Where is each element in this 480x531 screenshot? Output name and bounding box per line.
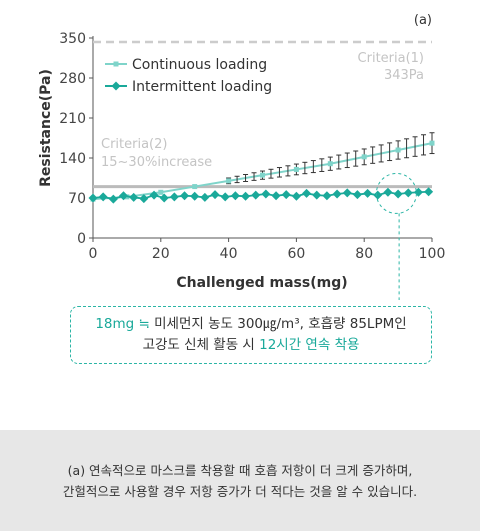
intermittent-point (291, 191, 301, 201)
y-tick-label: 350 (59, 31, 86, 47)
x-axis-title: Challenged mass(mg) (176, 275, 347, 291)
intermittent-point (302, 188, 312, 198)
caption-footer: (a) 연속적으로 마스크를 착용할 때 호흡 저항이 더 크게 증가하며, 간… (0, 430, 480, 531)
intermittent-point (210, 190, 220, 200)
callout-text-2: 고강도 신체 활동 시 (142, 337, 260, 353)
intermittent-point (230, 191, 240, 201)
intermittent-point (159, 193, 169, 203)
callout-box: 18mg ≒ 미세먼지 농도 300㎍/m³, 호흡량 85LPM인 고강도 신… (70, 306, 432, 364)
intermittent-point (363, 188, 373, 198)
caption-line-2: 간헐적으로 사용할 경우 저항 증가가 더 적다는 것을 알 수 있습니다. (62, 483, 418, 499)
legend-continuous-label: Continuous loading (132, 57, 267, 73)
criteria-1-value: 343Pa (384, 68, 424, 83)
y-tick-label: 0 (77, 231, 86, 247)
intermittent-point (108, 194, 118, 204)
callout-line-1: 18mg ≒ 미세먼지 농도 300㎍/m³, 호흡량 85LPM인 (95, 314, 406, 335)
y-tick-label: 280 (59, 71, 86, 87)
intermittent-point (403, 188, 413, 198)
data-marks (88, 132, 435, 300)
x-tick-label: 0 (89, 246, 98, 262)
criteria-2-value: 15~30%increase (101, 155, 212, 170)
intermittent-point (342, 188, 352, 198)
intermittent-point (332, 189, 342, 199)
x-tick-label: 60 (287, 246, 305, 262)
callout-highlight-mass: 18mg ≒ (95, 316, 150, 332)
criteria-labels: Criteria(1) 343Pa Criteria(2) 15~30%increas… (101, 51, 424, 170)
criteria-1-label: Criteria(1) (358, 51, 424, 66)
y-tick-label: 140 (59, 151, 86, 167)
intermittent-point (149, 190, 159, 200)
intermittent-point (424, 187, 434, 197)
intermittent-point (393, 189, 403, 199)
continuous-point (226, 178, 232, 184)
intermittent-point (251, 190, 261, 200)
caption-line-1: (a) 연속적으로 마스크를 착용할 때 호흡 저항이 더 크게 증가하며, (67, 462, 413, 478)
y-tick-label: 210 (59, 111, 86, 127)
x-tick-label: 80 (355, 246, 373, 262)
intermittent-point (281, 190, 291, 200)
intermittent-point (241, 191, 251, 201)
intermittent-point (261, 189, 271, 199)
intermittent-point (98, 192, 108, 202)
criteria-2-label: Criteria(2) (101, 137, 167, 152)
continuous-point (361, 154, 367, 160)
intermittent-point (180, 191, 190, 201)
x-tick-label: 40 (220, 246, 238, 262)
y-tick-label: 70 (68, 191, 86, 207)
callout-text-1: 미세먼지 농도 300㎍/m³, 호흡량 85LPM인 (149, 316, 407, 332)
intermittent-series-line (92, 190, 429, 201)
continuous-point (293, 166, 299, 172)
reference-lines (93, 40, 432, 189)
callout-highlight-duration: 12시간 연속 착용 (259, 337, 360, 353)
intermittent-point (413, 187, 423, 197)
intermittent-point (383, 187, 393, 197)
intermittent-point (322, 191, 332, 201)
continuous-point (429, 140, 435, 146)
continuous-point (327, 161, 333, 167)
intermittent-point (271, 191, 281, 201)
intermittent-point (352, 190, 362, 200)
legend: Continuous loading Intermittent loading (105, 57, 272, 95)
legend-intermittent-label: Intermittent loading (132, 79, 272, 95)
intermittent-point (220, 192, 230, 202)
intermittent-point (169, 192, 179, 202)
legend-intermittent-marker (111, 81, 121, 91)
intermittent-point (139, 194, 149, 204)
intermittent-point (88, 193, 98, 203)
callout-line-2: 고강도 신체 활동 시 12시간 연속 착용 (143, 335, 360, 356)
continuous-point (260, 172, 265, 178)
highlight-circle (375, 172, 417, 214)
intermittent-point (119, 191, 129, 201)
continuous-point (192, 184, 198, 190)
continuous-point (395, 147, 401, 153)
intermittent-point (190, 191, 200, 201)
y-axis-title: Resistance(Pa) (38, 69, 54, 187)
x-tick-label: 20 (152, 246, 170, 262)
legend-continuous-marker (113, 61, 119, 67)
axes: 0 20 40 60 80 100 0 70 140 210 280 350 (59, 31, 445, 262)
continuous-point (158, 189, 164, 195)
intermittent-point (129, 192, 139, 202)
intermittent-point (312, 190, 322, 200)
panel-label: (a) (414, 13, 432, 28)
intermittent-point (373, 190, 383, 200)
x-tick-label: 100 (419, 246, 446, 262)
resistance-chart: (a) 0 20 40 60 80 100 0 70 140 210 280 350 Continuo… (38, 13, 445, 300)
intermittent-point (200, 192, 210, 202)
